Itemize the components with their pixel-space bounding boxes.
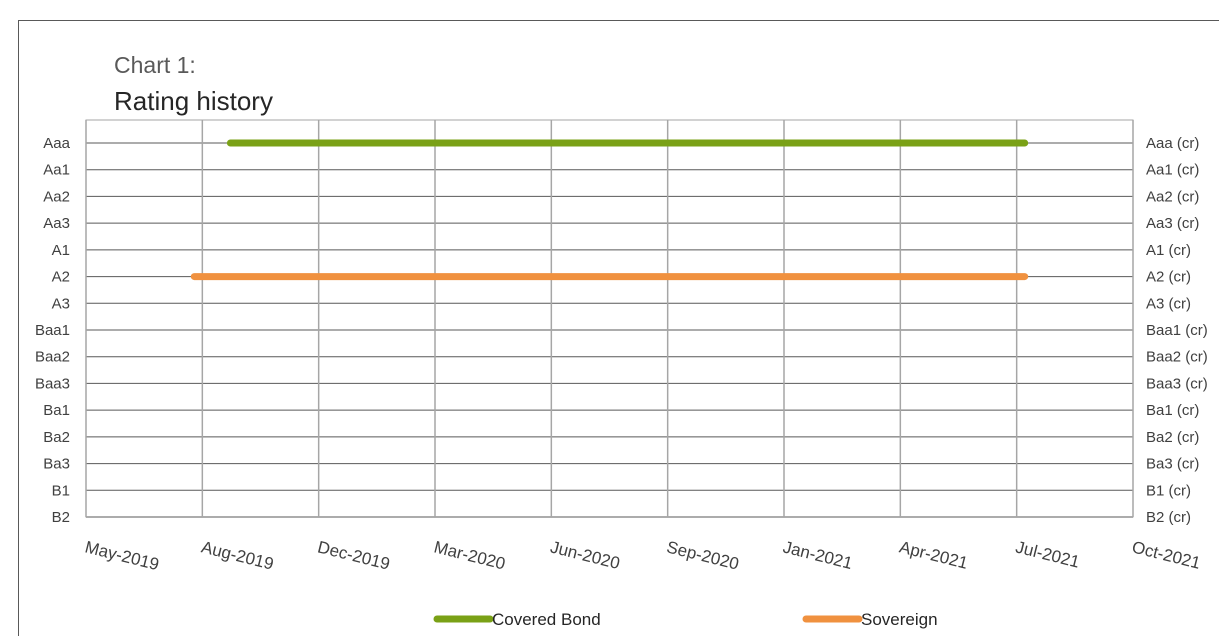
left-axis-ticks: Aaa Aa1 Aa2 Aa3 A1 A2 A3 Baa1 Baa2 Baa3 Ba1 Ba2 Ba3 B…: [35, 135, 71, 526]
x-tick-label: Aug-2019: [199, 537, 275, 573]
right-tick-label: A1 (cr): [1146, 242, 1191, 259]
x-tick-label: Dec-2019: [316, 537, 392, 573]
left-tick-label: A3: [52, 295, 70, 312]
left-tick-label: Aa2: [43, 188, 70, 205]
series-lines: [190, 139, 1029, 281]
x-axis-ticks: May-2019 Aug-2019 Dec-2019 Mar-2020 Jun-2020…: [83, 537, 1202, 574]
right-tick-label: Aaa (cr): [1146, 135, 1199, 152]
legend-label-sovereign: Sovereign: [861, 610, 938, 629]
legend: Covered Bond Sovereign: [433, 610, 938, 629]
left-tick-label: Baa2: [35, 349, 70, 366]
right-tick-label: Aa2 (cr): [1146, 188, 1199, 205]
left-tick-label: B2: [52, 509, 70, 526]
x-tick-label: Oct-2021: [1130, 537, 1202, 572]
left-tick-label: Aaa: [43, 135, 70, 152]
right-tick-label: Ba2 (cr): [1146, 429, 1199, 446]
left-tick-label: Baa1: [35, 322, 70, 339]
plot-area: [85, 119, 1134, 518]
left-tick-label: Aa3: [43, 215, 70, 232]
right-axis-ticks: Aaa (cr) Aa1 (cr) Aa2 (cr) Aa3 (cr) A1 (cr) A…: [1146, 135, 1208, 526]
right-tick-label: Ba3 (cr): [1146, 456, 1199, 473]
right-tick-label: B2 (cr): [1146, 509, 1191, 526]
left-tick-label: Ba1: [43, 402, 70, 419]
x-tick-label: Sep-2020: [665, 537, 741, 573]
x-tick-label: Apr-2021: [897, 537, 969, 572]
chart-subtitle: Rating history: [114, 86, 273, 116]
right-tick-label: A2 (cr): [1146, 269, 1191, 286]
grid: [85, 119, 1134, 518]
chart-title: Chart 1:: [114, 52, 196, 78]
left-tick-label: Aa1: [43, 162, 70, 179]
right-tick-label: Baa2 (cr): [1146, 349, 1208, 366]
left-tick-label: A2: [52, 269, 70, 286]
left-tick-label: B1: [52, 482, 70, 499]
right-tick-label: Baa3 (cr): [1146, 375, 1208, 392]
right-tick-label: A3 (cr): [1146, 295, 1191, 312]
right-tick-label: B1 (cr): [1146, 482, 1191, 499]
x-tick-label: Jul-2021: [1014, 537, 1082, 571]
right-tick-label: Aa3 (cr): [1146, 215, 1199, 232]
x-tick-label: May-2019: [83, 537, 161, 574]
legend-label-covered-bond: Covered Bond: [492, 610, 601, 629]
x-tick-label: Jan-2021: [781, 537, 854, 573]
left-tick-label: A1: [52, 242, 70, 259]
left-tick-label: Ba3: [43, 456, 70, 473]
right-tick-label: Baa1 (cr): [1146, 322, 1208, 339]
left-tick-label: Baa3: [35, 375, 70, 392]
x-tick-label: Jun-2020: [548, 537, 621, 573]
right-tick-label: Aa1 (cr): [1146, 162, 1199, 179]
left-tick-label: Ba2: [43, 429, 70, 446]
right-tick-label: Ba1 (cr): [1146, 402, 1199, 419]
chart-frame: [18, 20, 1219, 636]
x-tick-label: Mar-2020: [432, 537, 507, 573]
